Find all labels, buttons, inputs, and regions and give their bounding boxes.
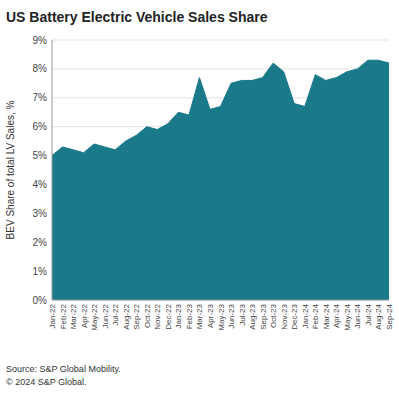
x-tick-label: Jan-23 — [174, 303, 183, 328]
y-tick-label: 0% — [33, 295, 48, 306]
x-tick-label: Jul-22 — [111, 303, 120, 325]
y-axis-line — [52, 40, 53, 300]
y-tick-label: 1% — [33, 266, 48, 277]
y-tick-label: 3% — [33, 208, 48, 219]
x-tick-label: May-22 — [90, 303, 99, 330]
area — [52, 60, 389, 300]
x-tick-label: Apr-22 — [80, 303, 89, 328]
x-tick-label: Mar-23 — [195, 303, 204, 329]
title: US Battery Electric Vehicle Sales Share — [6, 9, 268, 25]
x-tick-label: Oct-22 — [143, 303, 152, 328]
x-tick-label: Aug-24 — [374, 303, 383, 329]
x-tick-label: Jul-23 — [238, 303, 247, 325]
grid-line — [52, 68, 389, 69]
x-tick-label: Jan-24 — [301, 303, 310, 328]
chart: US Battery Electric Vehicle Sales Share 0… — [0, 0, 399, 400]
y-tick-label: 4% — [33, 179, 48, 190]
y-tick-label: 8% — [33, 63, 48, 74]
x-tick-label: Jun-24 — [353, 303, 362, 328]
x-tick-label: Sep-23 — [259, 303, 268, 329]
x-tick-label: Aug-22 — [122, 303, 131, 329]
x-tick-label: Feb-24 — [311, 303, 320, 329]
grid — [52, 40, 389, 300]
x-tick-label: Jan-22 — [48, 303, 57, 328]
x-tick-label: Aug-23 — [248, 303, 257, 329]
x-tick-label: Jun-22 — [101, 303, 110, 328]
grid-line — [52, 40, 389, 41]
x-tick-label: Dec-23 — [290, 303, 299, 329]
x-tick-label: Feb-23 — [185, 303, 194, 329]
y-tick-label: 9% — [33, 35, 48, 46]
y-tick-label: 5% — [33, 150, 48, 161]
y-tick-label: 7% — [33, 92, 48, 103]
area-line — [52, 60, 389, 155]
x-tick-label: Nov-23 — [280, 303, 289, 329]
x-tick-label: Mar-22 — [69, 303, 78, 329]
y-tick-label: 6% — [33, 121, 48, 132]
x-tick-label: Apr-23 — [206, 303, 215, 328]
x-axis-line — [52, 300, 389, 301]
plot-area — [52, 60, 389, 300]
grid-line — [52, 300, 389, 301]
y-axis-label: BEV Share of total LV Sales, % — [5, 101, 16, 240]
x-tick-label: Sep-24 — [385, 303, 394, 329]
x-tick-label: Jun-23 — [227, 303, 236, 328]
x-tick-label: May-23 — [217, 303, 226, 330]
x-tick-label: Jul-24 — [364, 303, 373, 325]
source-note: Source: S&P Global Mobility. — [6, 364, 121, 374]
x-tick-label: Nov-22 — [153, 303, 162, 329]
x-tick-label: Dec-22 — [164, 303, 173, 329]
x-tick-label: Mar-24 — [322, 303, 331, 329]
x-tick-label: Apr-24 — [332, 303, 341, 328]
x-tick-label: May-24 — [343, 303, 352, 330]
y-tick-label: 2% — [33, 237, 48, 248]
x-tick-label: Feb-22 — [59, 303, 68, 329]
source-note: © 2024 S&P Global. — [6, 377, 87, 387]
x-tick-label: Sep-22 — [132, 303, 141, 329]
x-tick-label: Oct-23 — [269, 303, 278, 328]
